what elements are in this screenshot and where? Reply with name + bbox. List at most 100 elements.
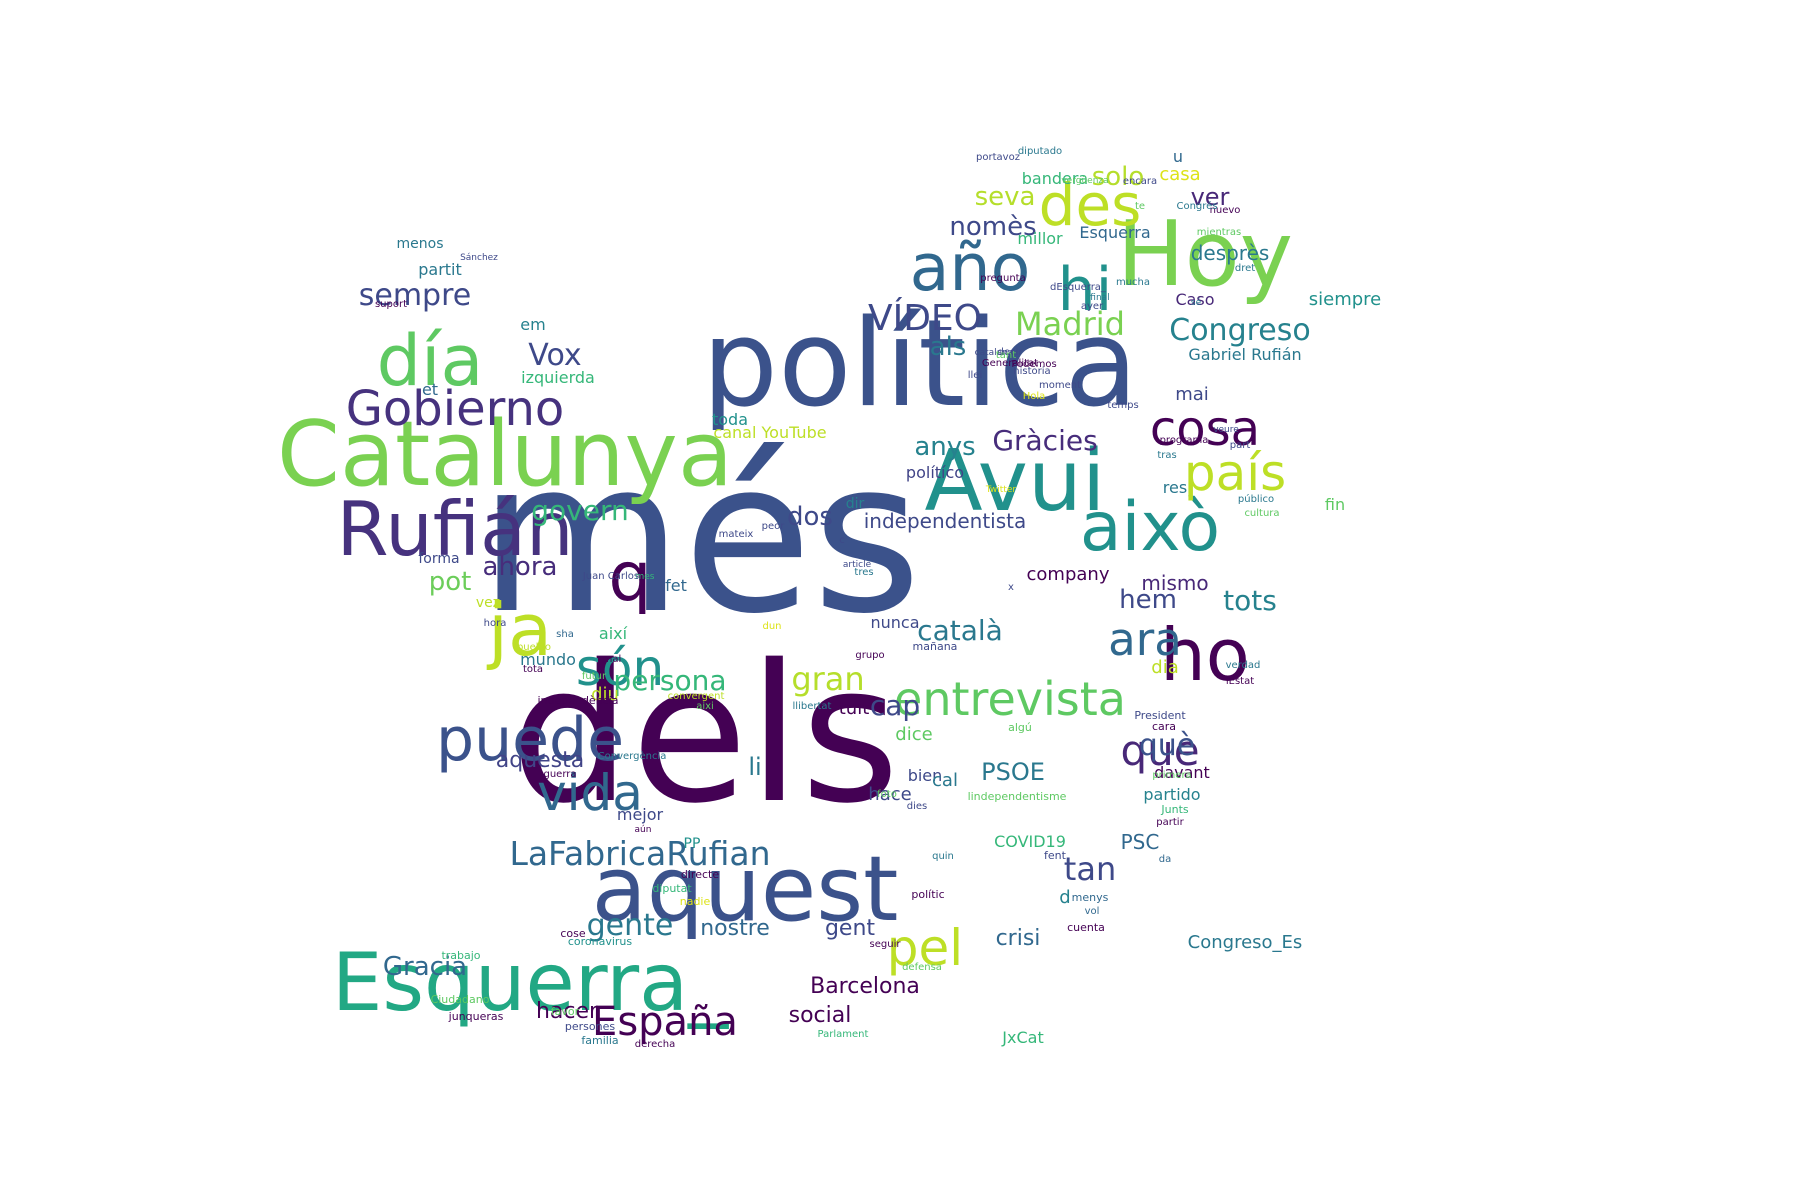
word-pregunta: pregunta — [980, 273, 1025, 284]
word-guerra: guerra — [543, 769, 576, 780]
word-dun: dun — [762, 621, 781, 632]
word-hem: hem — [1119, 585, 1177, 615]
word-vez: vez — [476, 595, 500, 611]
word-u: u — [1173, 147, 1183, 166]
word-twitter: Twitter — [985, 485, 1016, 495]
word-dos: dos — [787, 502, 833, 532]
word-des: des — [1039, 171, 1142, 239]
word-peor: peor — [762, 521, 786, 532]
word-crisi: crisi — [996, 926, 1041, 951]
word-veure: veure — [1213, 425, 1239, 435]
word-ja: ja — [486, 588, 552, 672]
word-mai: mai — [1175, 384, 1209, 405]
word-millor: millor — [1017, 229, 1063, 248]
word-independentista: independentista — [864, 509, 1027, 533]
word-desquerra: dEsquerra_ — [1050, 282, 1107, 293]
word-dia: dia — [1151, 657, 1178, 678]
word-diu: diu — [591, 684, 619, 705]
word-sempre: sempre — [359, 278, 472, 313]
word-ho: ho — [1160, 613, 1250, 697]
word-da: da — [1159, 854, 1171, 865]
word-madrid: Madrid — [1015, 305, 1125, 343]
word-aun: aún — [635, 825, 652, 835]
word-diputado: diputado — [1018, 146, 1062, 157]
word-mejor: mejor — [617, 805, 664, 824]
word-favor: favor — [551, 1005, 580, 1018]
word-mes: mes — [636, 572, 655, 582]
word-mientras: mientras — [1197, 227, 1241, 238]
word-mucha: mucha — [1116, 277, 1150, 288]
word-convergent: convergent — [668, 691, 725, 702]
word-parlament: Parlament — [818, 1029, 869, 1040]
word-puede: puede — [436, 705, 624, 775]
word-partir: partir — [1156, 817, 1184, 828]
word-manana: mañana — [913, 640, 958, 653]
word-politica: política — [702, 295, 1138, 434]
word-company: company — [1027, 564, 1110, 585]
word-sanchez: Sánchez — [460, 253, 498, 263]
word-davant: davant — [1154, 763, 1210, 782]
word-gent: gent — [825, 916, 875, 941]
word-pais: país — [1184, 444, 1286, 502]
word-foto: foto — [877, 789, 897, 800]
word-se: sé — [1191, 297, 1202, 308]
word-tras: tras — [1157, 450, 1176, 461]
word-hacer: hacer — [536, 999, 599, 1024]
word-pel: pel — [887, 919, 963, 977]
word-anys: anys — [914, 432, 975, 462]
word-congreso-es: Congreso_Es — [1188, 932, 1303, 953]
word-mal: mal — [603, 654, 622, 665]
word-rufian: Rufián — [336, 485, 573, 573]
word-vida: vida — [537, 764, 643, 822]
word-fent: fent — [1044, 849, 1067, 862]
word-pot: pot — [429, 567, 472, 597]
word-grupo: grupo — [855, 650, 884, 661]
word-sha: sha — [556, 629, 574, 640]
word-dret: dret — [1235, 263, 1255, 274]
word-tan: tan — [1064, 850, 1116, 888]
word-hoy: Hoy — [1117, 202, 1293, 307]
word-bien: bien — [908, 766, 943, 785]
word-llei: llei — [968, 370, 983, 381]
word-hora: hora — [484, 618, 507, 629]
word-convergencia: Convergència — [598, 750, 667, 762]
word-avui: Avui — [925, 432, 1106, 531]
word-decir: decir — [998, 347, 1024, 358]
word-part: part — [1230, 440, 1251, 451]
word-suport: suport — [375, 299, 407, 310]
word-familia: familia — [581, 1034, 618, 1047]
word-politic: polític — [911, 888, 944, 901]
word-dels: dels — [510, 624, 899, 845]
word-ayer: ayer — [1081, 301, 1104, 312]
word-que: què — [1139, 728, 1196, 763]
word-barcelona: Barcelona — [810, 974, 920, 999]
word-et: et — [422, 380, 438, 399]
word-son: són — [576, 639, 664, 697]
word-pp: PP — [684, 836, 701, 852]
word-ara: ara — [1108, 613, 1182, 666]
word-nomes: nomès — [949, 212, 1036, 242]
word-seguir: seguir — [870, 939, 902, 950]
word-despres: desprès — [1191, 241, 1270, 265]
word-fet: fet — [665, 576, 687, 595]
word-dice: dice — [895, 724, 932, 745]
word-govern: govern — [531, 494, 628, 527]
word-politico: polítíco — [906, 463, 964, 482]
word-izquierda: izquierda — [521, 368, 595, 387]
word-final: final — [1090, 293, 1109, 303]
word-president: President — [1134, 709, 1186, 722]
word-cultura: cultura — [1244, 508, 1279, 519]
word-vol: vol — [1085, 906, 1100, 917]
word-vox: Vox — [528, 338, 581, 373]
word-gran: gran — [791, 660, 864, 698]
word-temps: temps — [1107, 400, 1138, 411]
word-generalitat: Generalitat — [982, 358, 1038, 369]
word-psc: PSC — [1121, 830, 1160, 854]
word-seva: seva — [975, 182, 1036, 212]
word-x: x — [1008, 582, 1014, 593]
word-mundo: mundo — [520, 650, 576, 669]
word-futur: futur — [582, 671, 607, 682]
word-tota: tota — [523, 664, 543, 675]
word-entrevista: entrevista — [894, 672, 1126, 726]
